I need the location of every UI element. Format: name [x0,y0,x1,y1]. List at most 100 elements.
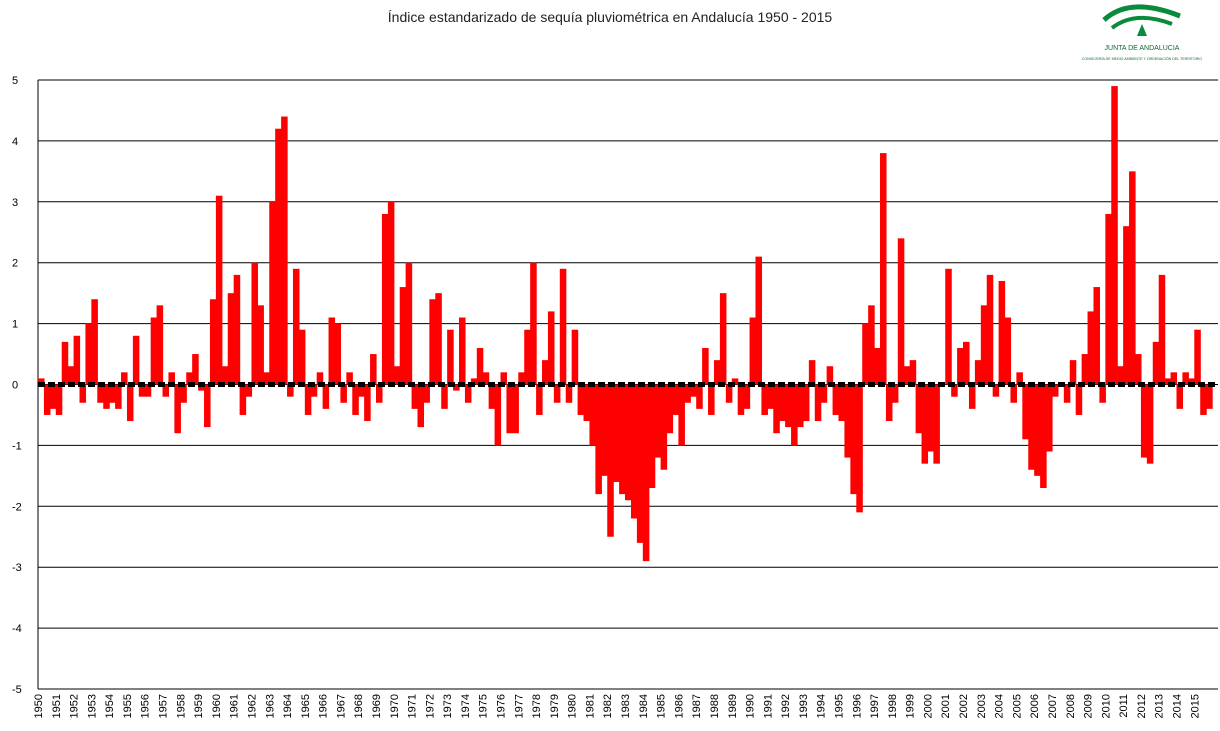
x-tick-label: 1954 [104,694,116,718]
x-tick-label: 1978 [531,694,543,718]
bar [334,323,342,385]
bar [891,384,899,403]
x-tick-label: 1956 [140,694,152,718]
y-tick-label: 4 [12,136,18,148]
x-tick-label: 2006 [1029,694,1041,718]
bar [198,384,205,391]
bar [399,287,407,385]
bar [500,372,508,385]
x-tick-label: 2010 [1100,694,1112,718]
bar [328,317,336,385]
bar [1176,384,1184,409]
bar [731,378,739,385]
bar [945,268,952,385]
bar [429,299,436,385]
bar [625,384,632,501]
bar [743,384,751,409]
bar [263,372,270,385]
x-tick-label: 1975 [478,694,490,718]
bar [672,384,680,415]
x-tick-label: 2015 [1189,694,1201,718]
x-tick-label: 1952 [69,694,81,718]
x-tick-label: 1995 [834,694,846,718]
x-tick-label: 1972 [424,694,436,718]
x-tick-label: 2014 [1171,694,1183,718]
x-tick-label: 1953 [86,694,98,718]
bar [38,378,45,385]
bar [488,384,496,409]
y-tick-label: 3 [12,197,18,209]
bar [447,329,454,385]
y-tick-label: 0 [12,380,18,392]
x-tick-label: 1968 [353,694,365,718]
bar [370,354,377,385]
x-tick-label: 1951 [51,694,63,718]
y-tick-label: -2 [12,501,22,513]
bar [1046,384,1053,452]
x-tick-label: 1986 [673,694,685,718]
bar [103,384,110,409]
x-tick-label: 2003 [976,694,988,718]
bar [292,268,300,385]
x-tick-label: 1996 [851,694,863,718]
bar [808,360,816,385]
bar [1134,354,1142,385]
bar [126,384,134,422]
bar [1016,372,1023,385]
bar [1105,213,1112,385]
x-tick-label: 2001 [940,694,952,718]
logo-arc [1102,4,1181,22]
bar [862,323,869,385]
bar [933,384,940,464]
bar [1063,384,1071,403]
x-tick-label: 2005 [1011,694,1023,718]
x-tick-label: 2008 [1065,694,1077,718]
bar [755,256,763,385]
bar [79,384,87,403]
bar [636,384,644,543]
bar [275,128,282,385]
x-tick-label: 1957 [158,694,170,718]
bar [713,360,721,385]
bar [73,335,81,385]
bar [304,384,312,415]
bar [802,384,810,422]
bar [180,384,187,403]
bar [1075,384,1083,415]
bar [957,347,964,385]
x-tick-label: 1962 [246,694,258,718]
bar [186,372,193,385]
x-tick-label: 1998 [887,694,899,718]
bar [654,384,662,458]
bar [844,384,851,458]
bar [358,384,365,397]
bar [1081,354,1089,385]
x-tick-label: 1960 [211,694,223,718]
bar [1129,171,1136,385]
bar [963,341,970,385]
bar [684,384,691,403]
chart-title: Índice estandarizado de sequía pluviomét… [388,9,833,25]
bar [903,366,911,385]
bar [1087,311,1095,385]
bar [542,360,549,385]
bar [1004,317,1012,385]
bar [162,384,170,397]
bar [209,299,217,385]
x-tick-label: 1976 [496,694,508,718]
logo: JUNTA DE ANDALUCIA CONSEJERÍA DE MEDIO A… [1082,4,1202,61]
bar [435,293,442,385]
bar [642,384,650,562]
bar [215,195,223,385]
bar [779,384,786,422]
bar [150,317,158,385]
bar [607,384,614,537]
bar [565,384,573,403]
bar [506,384,513,434]
bar [986,274,994,385]
bar [227,293,235,385]
bar [767,384,774,409]
bar [251,262,258,385]
bar [346,372,353,385]
x-tick-label: 1985 [656,694,668,718]
